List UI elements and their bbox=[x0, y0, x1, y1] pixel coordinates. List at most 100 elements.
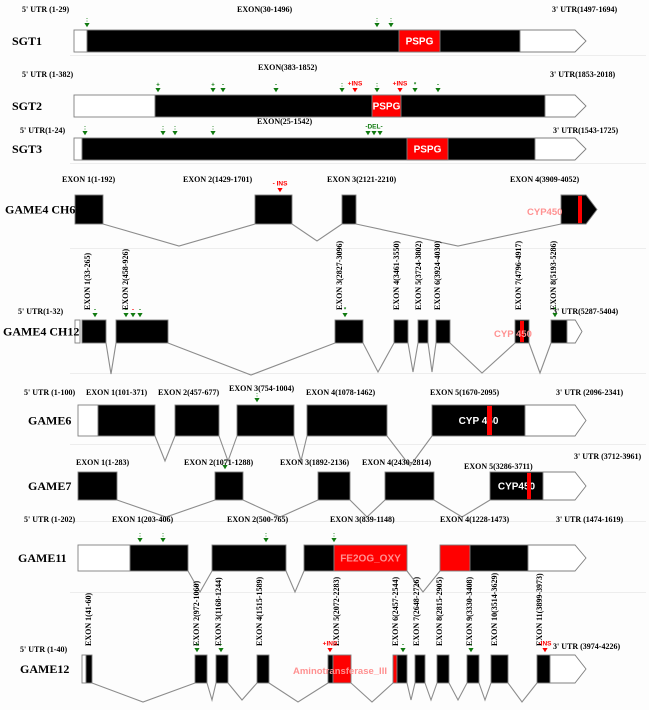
domain-stripe bbox=[578, 195, 582, 224]
domain-stripe bbox=[520, 320, 524, 343]
gene-row-game6: CYP 450 5' UTR (1-100) EXON 1(101-371) EXON… bbox=[24, 384, 623, 467]
exon-box bbox=[341, 194, 357, 225]
marker-glyph: - bbox=[139, 308, 141, 314]
region-label: 5' UTR(1-32) bbox=[18, 307, 63, 316]
region-label: EXON 3(2121-2210) bbox=[327, 175, 396, 184]
green-arrow-icon bbox=[92, 313, 98, 318]
exon-label: EXON 4(1515-1589) bbox=[255, 577, 264, 646]
exon-box bbox=[334, 319, 364, 344]
green-arrow-icon bbox=[365, 131, 371, 136]
region-label: 5' UTR(1-24) bbox=[20, 126, 65, 135]
region-label: 3' UTR(1543-1725) bbox=[553, 126, 618, 135]
marker-glyph: : bbox=[162, 126, 164, 132]
exon-box bbox=[303, 544, 335, 572]
marker-glyph: : bbox=[390, 18, 392, 24]
intron-line bbox=[424, 682, 438, 702]
marker-glyph: : bbox=[224, 460, 226, 466]
green-arrow-icon bbox=[218, 648, 224, 653]
green-arrow-icon bbox=[137, 313, 143, 318]
gene-row-game4-ch6: CYP450 EXON 1(1-192) EXON 2(1429-1701) EXON… bbox=[5, 175, 598, 247]
marker-label: +INS bbox=[348, 81, 363, 88]
green-arrow-icon bbox=[82, 131, 88, 136]
gene-row-sgt3: PSPG EXON(25-1542) 5' UTR(1-24) 3' UTR(1543… bbox=[12, 117, 618, 161]
exon-label: EXON 6(2457-2544) bbox=[391, 577, 400, 646]
green-arrow-icon bbox=[339, 88, 345, 93]
intron-line bbox=[427, 342, 437, 373]
domain-label: CYP450 bbox=[498, 482, 536, 493]
marker-label: -DEL- bbox=[365, 124, 382, 131]
intron-line bbox=[293, 435, 308, 464]
utr-box bbox=[74, 319, 81, 344]
region-label: EXON 2(500-765) bbox=[227, 515, 288, 524]
intron-line bbox=[218, 435, 238, 463]
region-label: EXON 2(457-677) bbox=[158, 388, 219, 397]
marker-label: - INS bbox=[273, 181, 288, 188]
utr-box bbox=[77, 544, 131, 572]
region-label: EXON 4(1228-1473) bbox=[440, 515, 509, 524]
domain-label: PSPG bbox=[373, 102, 401, 113]
intron-line bbox=[154, 435, 176, 463]
gene-row-sgt1: PSPG 5' UTR (1-29) EXON(30-1496) 3' UTR(149… bbox=[12, 5, 617, 53]
exon-box bbox=[97, 404, 156, 437]
green-arrow-icon bbox=[552, 313, 558, 318]
domain-box bbox=[392, 654, 398, 684]
region-label: EXON 2(1429-1701) bbox=[183, 175, 252, 184]
utr-arrow bbox=[519, 29, 587, 53]
exon-label: EXON 7(2648-2726) bbox=[412, 577, 421, 646]
exon-box bbox=[490, 654, 509, 684]
intron-line bbox=[406, 682, 416, 701]
utr-arrow bbox=[524, 404, 587, 437]
region-label: 5' UTR (1-29) bbox=[22, 5, 69, 14]
domain-box bbox=[333, 544, 408, 572]
domain-label: PSPG bbox=[414, 145, 442, 156]
intron-line bbox=[105, 342, 117, 375]
exon-box bbox=[215, 654, 229, 684]
marker-glyph: : bbox=[256, 393, 258, 399]
exon-label: EXON 8(5193-5286) bbox=[549, 241, 558, 310]
marker-glyph: : bbox=[376, 83, 378, 89]
intron-line bbox=[406, 570, 441, 593]
marker-glyph: + bbox=[156, 83, 160, 89]
red-arrow-icon bbox=[542, 648, 548, 653]
region-label: 5' UTR (1-382) bbox=[22, 70, 73, 79]
gene-name: GAME7 bbox=[28, 479, 71, 493]
region-label: EXON 1(101-371) bbox=[86, 388, 147, 397]
marker-label: +INS bbox=[393, 81, 408, 88]
green-arrow-icon bbox=[84, 23, 90, 28]
marker-label: -INS bbox=[539, 641, 553, 648]
utr-arrow bbox=[542, 471, 587, 501]
exon-box bbox=[431, 404, 526, 437]
region-label: 3' UTR(1853-2018) bbox=[550, 70, 615, 79]
marker-glyph: : bbox=[265, 533, 267, 539]
domain-stripe bbox=[527, 472, 531, 500]
exon-box bbox=[417, 319, 429, 344]
green-arrow-icon bbox=[123, 313, 129, 318]
marker-glyph: : bbox=[341, 83, 343, 89]
exon-label: EXON 4(3461-3550) bbox=[392, 241, 401, 310]
green-arrow-icon bbox=[371, 131, 377, 136]
marker-glyph: : bbox=[162, 533, 164, 539]
gene-row-sgt2: PSPG EXON(383-1852) 5' UTR (1-382) 3' UTR(1… bbox=[12, 63, 615, 118]
green-arrow-icon bbox=[210, 131, 216, 136]
intron-line bbox=[407, 342, 419, 373]
exon-box bbox=[236, 404, 295, 437]
exon-box bbox=[211, 544, 287, 572]
exon-box bbox=[154, 94, 546, 118]
intron-line bbox=[528, 342, 552, 375]
green-arrow-icon bbox=[468, 648, 474, 653]
intron-line bbox=[448, 682, 468, 702]
intron-line bbox=[91, 682, 196, 703]
marker-glyph: : bbox=[86, 18, 88, 24]
domain-box bbox=[371, 94, 402, 118]
intron-line bbox=[350, 682, 394, 703]
region-label: EXON 4(2430-2814) bbox=[362, 458, 431, 467]
marker-glyph: : bbox=[139, 533, 141, 539]
gene-row-game12: Aminotransferase_III 5' UTR (1-40) 3' UTR … bbox=[20, 573, 620, 703]
intron-line bbox=[187, 570, 213, 594]
utr-arrow bbox=[534, 137, 587, 161]
intron-line bbox=[433, 499, 491, 518]
exon-label: EXON 11(3899-3973) bbox=[535, 573, 544, 646]
exon-box bbox=[81, 137, 536, 161]
gene-name: GAME11 bbox=[18, 551, 67, 565]
region-label: EXON(383-1852) bbox=[258, 63, 317, 72]
